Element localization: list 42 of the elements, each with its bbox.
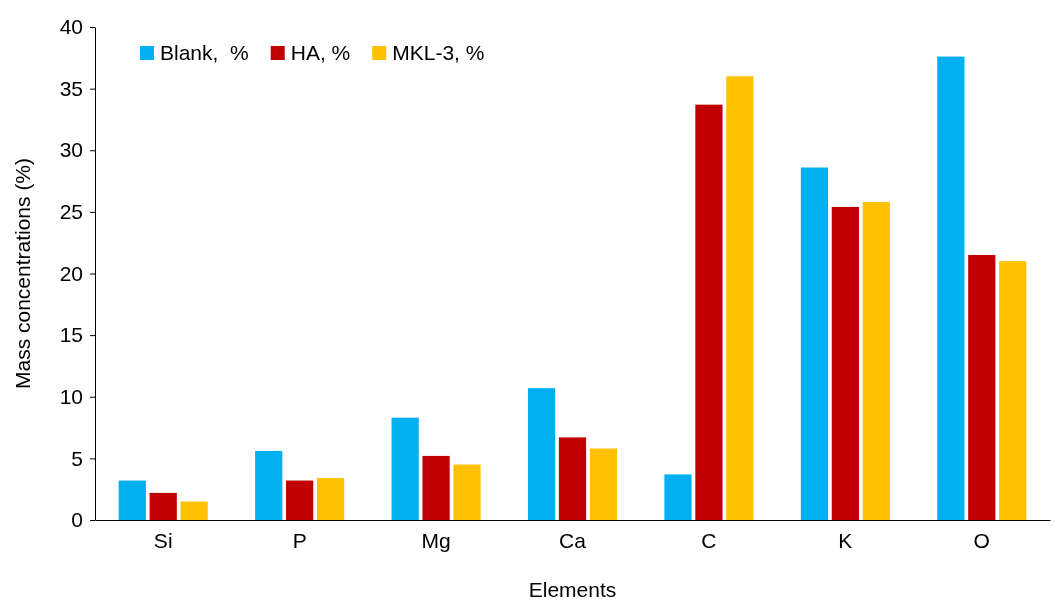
x-tick-label: Mg: [421, 529, 451, 553]
y-tick-label: 25: [59, 200, 83, 224]
bar: [118, 480, 146, 520]
bar: [968, 255, 996, 520]
bar: [589, 448, 618, 520]
bar: [558, 437, 587, 520]
x-tick-label: C: [701, 529, 717, 553]
legend-label: MKL-3, %: [392, 41, 485, 64]
bar: [937, 56, 965, 520]
y-tick-label: 40: [59, 15, 83, 39]
bar: [391, 417, 419, 520]
x-tick-label: Si: [153, 529, 173, 553]
bar: [831, 206, 859, 520]
bar: [422, 455, 450, 520]
y-axis-title: Mass concentrations (%): [11, 157, 34, 390]
x-tick-label: K: [838, 529, 853, 553]
bar: [800, 167, 829, 520]
x-tick-label: P: [292, 529, 307, 553]
bar: [695, 104, 723, 520]
bar: [180, 501, 208, 520]
bar: [999, 261, 1027, 520]
x-tick-label: Ca: [559, 529, 587, 553]
y-tick-label: 30: [59, 138, 83, 162]
y-tick-label: 0: [71, 508, 83, 532]
bar: [862, 202, 890, 520]
bar: [664, 474, 692, 520]
bar: [726, 76, 754, 520]
bar: [286, 480, 314, 520]
bar: [453, 464, 481, 520]
y-tick-label: 10: [59, 384, 83, 408]
y-tick-label: 15: [59, 323, 83, 347]
bar: [316, 478, 345, 520]
y-tick-label: 5: [71, 446, 83, 470]
y-tick-label: 35: [59, 76, 83, 100]
x-axis-title: Elements: [528, 578, 617, 601]
bar: [255, 450, 283, 520]
bar: [149, 492, 177, 520]
legend-label: HA, %: [290, 41, 351, 64]
bar: [527, 388, 556, 520]
y-tick-label: 20: [59, 261, 83, 285]
legend-label: Blank, %: [160, 41, 249, 64]
x-tick-label: O: [973, 529, 990, 553]
